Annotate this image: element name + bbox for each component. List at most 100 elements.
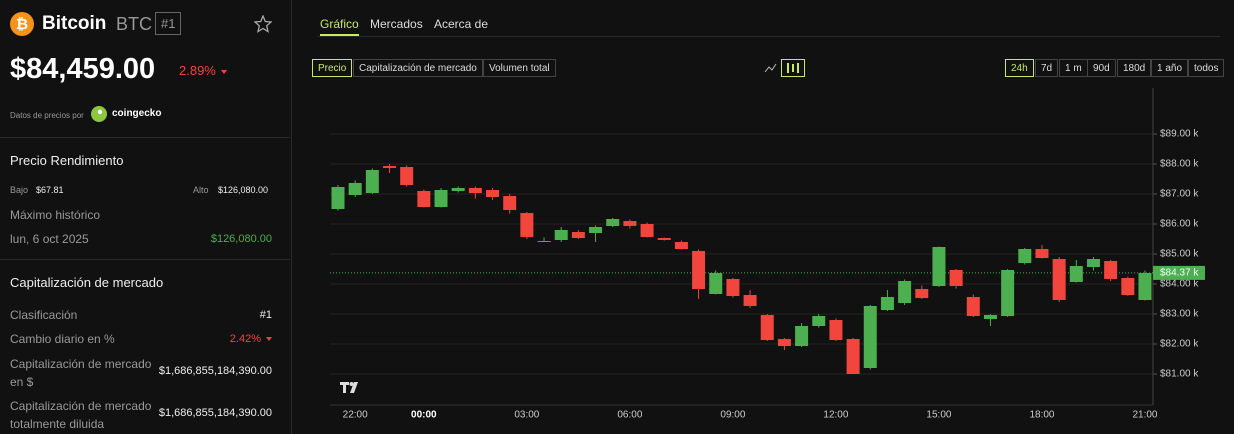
candle-body	[709, 272, 723, 294]
x-tick-label: 09:00	[720, 410, 745, 421]
source-label: Datos de precios por	[10, 111, 84, 120]
candle-body	[949, 269, 963, 287]
candle-body	[1018, 248, 1032, 263]
chart-type-toggle[interactable]	[760, 59, 806, 77]
tabs-rule	[318, 36, 1220, 37]
x-tick-label: 21:00	[1132, 410, 1157, 421]
row-value: #1	[259, 309, 272, 321]
tab[interactable]: Gráfico	[320, 17, 359, 36]
candle-body	[623, 221, 637, 227]
range-button[interactable]: 7d	[1035, 59, 1059, 77]
candle-body	[880, 296, 894, 311]
y-tick-label: $81.00 k	[1160, 369, 1199, 380]
row-label: Clasificación	[10, 308, 78, 322]
coin-name: Bitcoin	[42, 13, 107, 34]
candle-body	[983, 314, 997, 320]
candle-body	[743, 295, 757, 306]
candle-body	[898, 281, 912, 303]
range-button[interactable]: 90d	[1087, 59, 1116, 77]
row-label: Capitalización de mercado totalmente dil…	[10, 399, 152, 431]
candle-body	[692, 251, 706, 290]
candle-body	[726, 278, 740, 296]
candle-body	[417, 191, 431, 207]
row-label: Capitalización de mercado en $	[10, 357, 152, 389]
candle-body	[348, 182, 362, 195]
candle-body	[966, 296, 980, 317]
ath-label: Máximo histórico	[10, 208, 101, 222]
candle-body	[400, 167, 414, 185]
tab[interactable]: Mercados	[370, 17, 423, 31]
range-button[interactable]: 24h	[1005, 59, 1034, 77]
y-tick-label: $86.00 k	[1160, 219, 1199, 230]
y-tick-label: $82.00 k	[1160, 339, 1199, 350]
candle-body	[932, 247, 946, 287]
candle-body	[486, 190, 500, 197]
metric-button[interactable]: Precio	[312, 59, 353, 77]
high-value: $126,080.00	[218, 185, 269, 195]
candle-body	[777, 338, 791, 347]
range-button[interactable]: todos	[1188, 59, 1225, 77]
divider	[0, 259, 290, 260]
price: $84,459.00	[10, 53, 156, 85]
y-tick-label: $89.00 k	[1160, 129, 1199, 140]
price-change-value: 2.89%	[179, 63, 216, 78]
candle-body	[846, 338, 860, 374]
price-chart: $81.00 k $82.00 k $83.00 k $84.00 k $85.00 k…	[330, 88, 1205, 421]
y-tick-label: $84.00 k	[1160, 279, 1199, 290]
candle-body	[1052, 259, 1066, 300]
range-button[interactable]: 180d	[1117, 59, 1152, 77]
candle-body	[537, 241, 551, 243]
candle-body	[383, 166, 397, 168]
candle-body	[760, 314, 774, 341]
candle-body	[640, 224, 654, 237]
candle-body	[503, 196, 517, 210]
candle-body	[657, 238, 671, 240]
metric-button[interactable]: Volumen total	[483, 59, 556, 77]
x-tick-label: 18:00	[1029, 410, 1054, 421]
candle-body	[571, 232, 585, 239]
section-title: Precio Rendimiento	[10, 153, 124, 168]
x-tick-label: 22:00	[343, 410, 368, 421]
section-title: Capitalización de mercado	[10, 275, 164, 290]
candle-body	[365, 170, 379, 194]
candle-body	[554, 230, 568, 240]
candle-body	[795, 326, 809, 347]
divider	[0, 137, 290, 138]
x-tick-label: 12:00	[823, 410, 848, 421]
bitcoin-logo: ₿	[10, 12, 34, 36]
svg-text:₿: ₿	[16, 16, 28, 33]
high-label: Alto	[193, 185, 209, 195]
y-tick-label: $87.00 k	[1160, 189, 1199, 200]
x-tick-label: 03:00	[514, 410, 539, 421]
current-price-label: $84.37 k	[1160, 268, 1199, 279]
metric-button[interactable]: Capitalización de mercado	[353, 59, 483, 77]
rank-badge: #1	[155, 12, 182, 35]
candle-body	[1035, 248, 1049, 258]
candle-body	[863, 305, 877, 368]
candle-body	[606, 218, 620, 227]
coingecko-logo	[91, 106, 107, 122]
y-tick-label: $85.00 k	[1160, 249, 1199, 260]
candle-body	[1138, 272, 1152, 300]
price-change: 2.89%	[179, 63, 227, 78]
panel-divider	[291, 0, 292, 434]
candle-body	[915, 289, 929, 299]
row-value: $1,686,855,184,390.00	[158, 365, 272, 377]
tab[interactable]: Acerca de	[434, 17, 489, 31]
candle-body	[674, 242, 688, 249]
candle-body	[812, 316, 826, 326]
low-label: Bajo	[10, 185, 29, 195]
row-value: 2.42%	[230, 333, 272, 345]
row-label: Cambio diario en %	[10, 332, 115, 346]
candle-body	[1086, 259, 1100, 267]
row-value: $1,686,855,184,390.00	[158, 407, 272, 419]
favorite-star[interactable]	[254, 15, 272, 33]
source-name: coingecko	[112, 108, 162, 119]
y-tick-label: $88.00 k	[1160, 159, 1199, 170]
candle-body	[451, 188, 465, 191]
candle-body	[829, 320, 843, 341]
candle-body	[589, 227, 603, 233]
low-value: $67.81	[36, 185, 64, 195]
range-button[interactable]: 1 año	[1151, 59, 1189, 77]
